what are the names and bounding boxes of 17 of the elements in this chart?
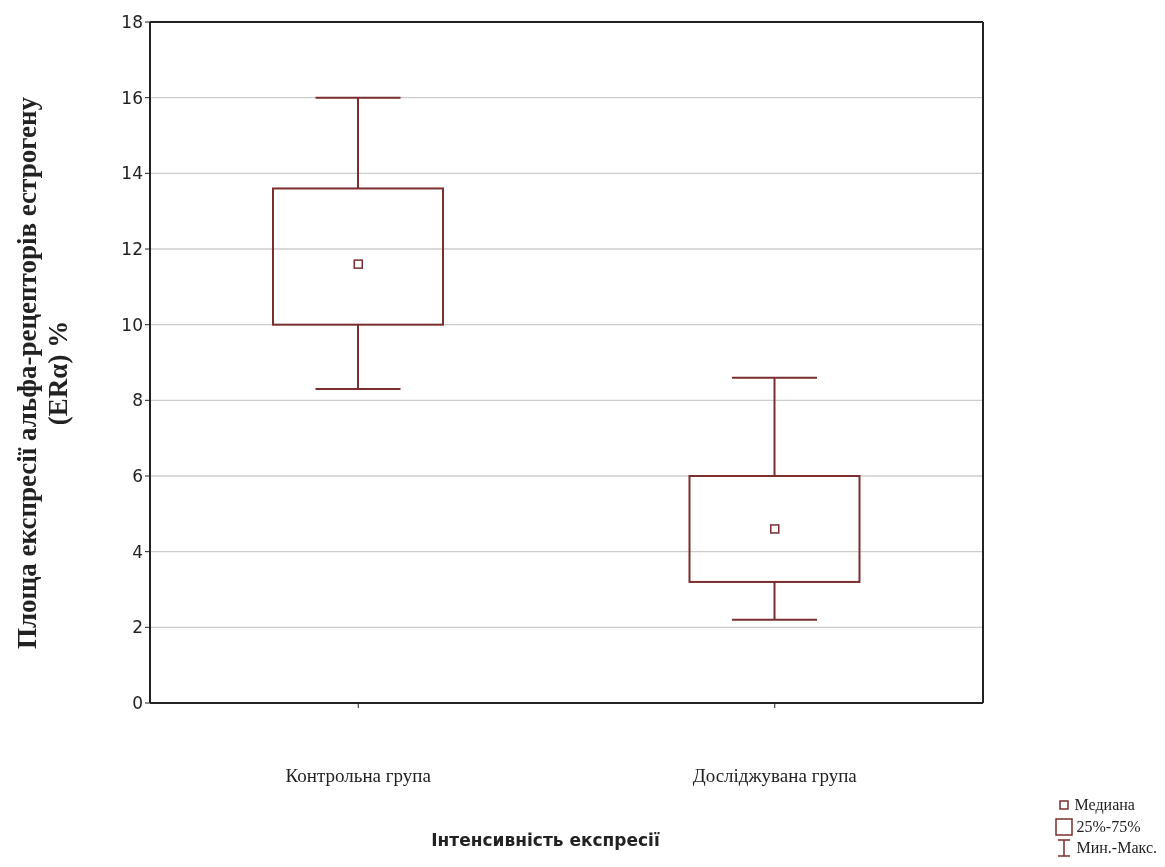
y-axis-title: Площа експресії альфа-рецепторів естрогену (ERα) % [10, 95, 74, 652]
y-tick-label: 16 [121, 87, 143, 108]
x-axis-title: Інтенсивність експресії [430, 830, 661, 850]
y-tick-label: 18 [121, 12, 143, 33]
y-tick-label: 4 [132, 541, 143, 562]
y-tick-label: 8 [132, 390, 143, 411]
x-tick-label: Досліджувана група [692, 765, 858, 786]
y-tick-label: 0 [132, 693, 143, 714]
y-tick-label: 14 [121, 163, 143, 184]
x-tick-label: Контрольна група [285, 765, 432, 786]
y-tick-label: 2 [132, 617, 143, 638]
text: 25%-75% [1076, 816, 1141, 837]
y-tick-label: 10 [121, 314, 143, 335]
y-tick-label: 6 [132, 466, 143, 487]
text: Мин.-Макс. [1076, 838, 1157, 859]
text: Медиана [1074, 795, 1135, 816]
y-tick-label: 12 [121, 239, 143, 260]
